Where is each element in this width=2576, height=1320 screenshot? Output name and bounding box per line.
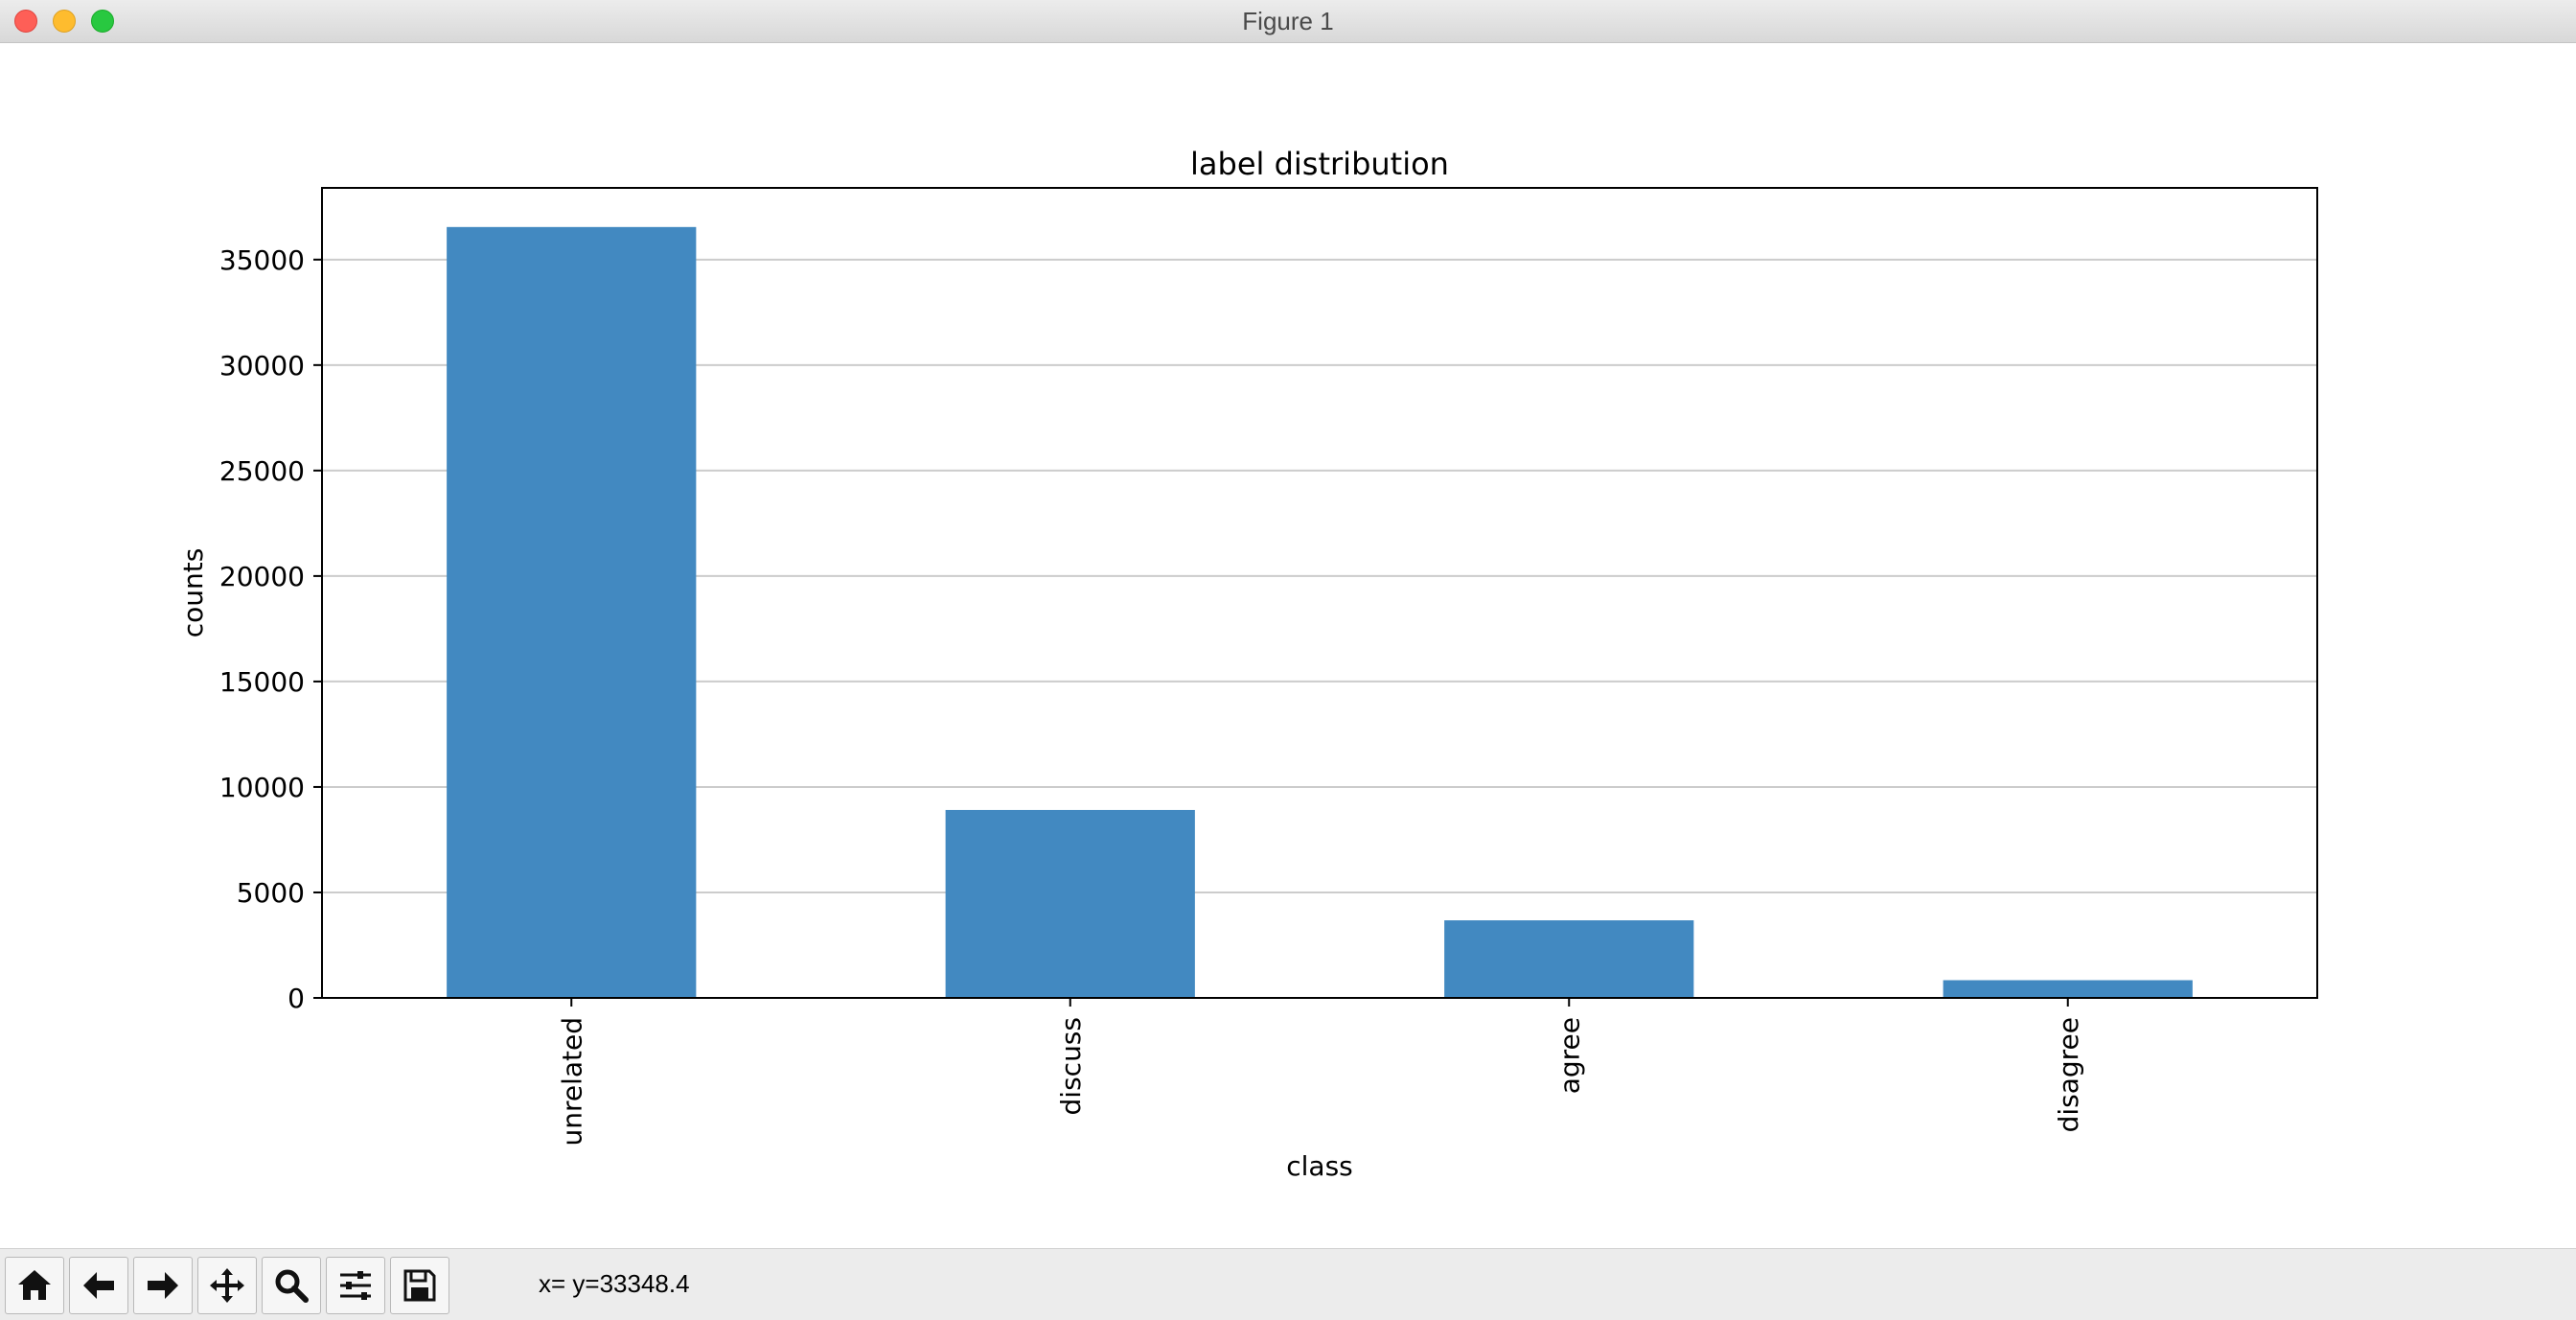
y-tick-label: 25000 (219, 455, 305, 487)
y-tick-label: 5000 (237, 877, 305, 909)
home-icon (18, 1270, 51, 1300)
y-tick-label: 30000 (219, 350, 305, 382)
maximize-window-button[interactable] (91, 10, 114, 33)
y-tick-label: 10000 (219, 772, 305, 803)
x-tick-label: unrelated (556, 1017, 587, 1146)
save-icon (403, 1269, 436, 1302)
pan-icon (210, 1268, 244, 1303)
cursor-coordinates: x= y=33348.4 (539, 1269, 690, 1298)
axis-ticks: 0 5000 10000 15000 20000 25000 30000 35000 unrel… (219, 244, 2084, 1146)
bar-unrelated (447, 226, 697, 999)
home-button[interactable] (5, 1257, 64, 1314)
x-tick-label: discuss (1055, 1017, 1087, 1115)
bar-chart: 0 5000 10000 15000 20000 25000 30000 35000 unrel… (177, 146, 2318, 1182)
configure-subplots-icon (340, 1271, 371, 1300)
x-tick-label: agree (1553, 1017, 1585, 1094)
save-button[interactable] (390, 1257, 449, 1314)
navigation-toolbar (0, 1248, 2576, 1320)
axes-frame (321, 187, 2318, 999)
y-tick-label: 15000 (219, 666, 305, 698)
forward-arrow-icon (148, 1272, 178, 1299)
chart-title: label distribution (1190, 146, 1449, 182)
zoom-button[interactable] (262, 1257, 321, 1314)
forward-button[interactable] (133, 1257, 193, 1314)
bar-agree (1444, 920, 1694, 998)
close-window-button[interactable] (14, 10, 37, 33)
back-button[interactable] (69, 1257, 128, 1314)
y-tick-label: 20000 (219, 561, 305, 592)
x-axis-label: class (1286, 1150, 1353, 1182)
y-axis-label: counts (177, 548, 209, 638)
window-titlebar: Figure 1 (0, 0, 2576, 43)
y-tick-label: 0 (288, 983, 305, 1014)
minimize-window-button[interactable] (53, 10, 76, 33)
back-arrow-icon (83, 1272, 114, 1299)
bars (447, 226, 2193, 999)
bar-disagree (1943, 980, 2193, 998)
window-title: Figure 1 (1242, 7, 1334, 35)
zoom-icon (275, 1269, 309, 1303)
y-tick-label: 35000 (219, 244, 305, 276)
configure-subplots-button[interactable] (326, 1257, 385, 1314)
pan-button[interactable] (197, 1257, 257, 1314)
x-tick-label: disagree (2053, 1017, 2084, 1132)
bar-discuss (945, 809, 1195, 998)
